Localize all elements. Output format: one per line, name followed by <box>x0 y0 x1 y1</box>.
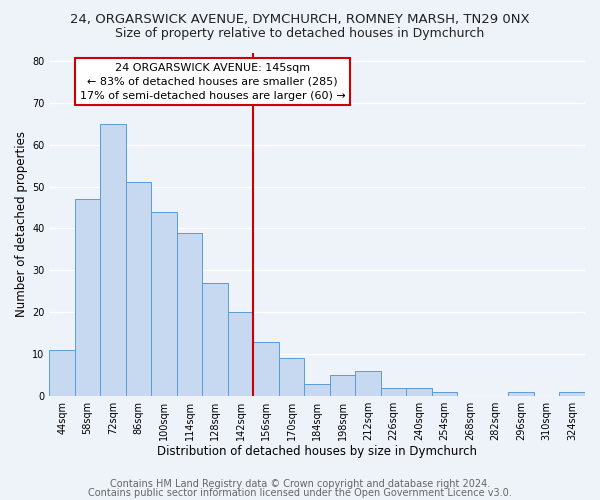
Bar <box>202 283 228 396</box>
Text: Contains HM Land Registry data © Crown copyright and database right 2024.: Contains HM Land Registry data © Crown c… <box>110 479 490 489</box>
Bar <box>49 350 75 396</box>
Bar <box>330 375 355 396</box>
Text: 24, ORGARSWICK AVENUE, DYMCHURCH, ROMNEY MARSH, TN29 0NX: 24, ORGARSWICK AVENUE, DYMCHURCH, ROMNEY… <box>70 12 530 26</box>
Bar <box>100 124 126 396</box>
Bar <box>355 371 381 396</box>
Bar <box>381 388 406 396</box>
Bar <box>508 392 534 396</box>
Text: 24 ORGARSWICK AVENUE: 145sqm
← 83% of detached houses are smaller (285)
17% of s: 24 ORGARSWICK AVENUE: 145sqm ← 83% of de… <box>80 63 346 101</box>
Y-axis label: Number of detached properties: Number of detached properties <box>15 132 28 318</box>
X-axis label: Distribution of detached houses by size in Dymchurch: Distribution of detached houses by size … <box>157 444 477 458</box>
Bar <box>126 182 151 396</box>
Bar <box>253 342 279 396</box>
Text: Size of property relative to detached houses in Dymchurch: Size of property relative to detached ho… <box>115 28 485 40</box>
Bar <box>279 358 304 396</box>
Bar <box>177 232 202 396</box>
Bar <box>406 388 432 396</box>
Bar <box>304 384 330 396</box>
Bar <box>432 392 457 396</box>
Bar <box>559 392 585 396</box>
Text: Contains public sector information licensed under the Open Government Licence v3: Contains public sector information licen… <box>88 488 512 498</box>
Bar <box>75 199 100 396</box>
Bar <box>151 212 177 396</box>
Bar <box>228 312 253 396</box>
